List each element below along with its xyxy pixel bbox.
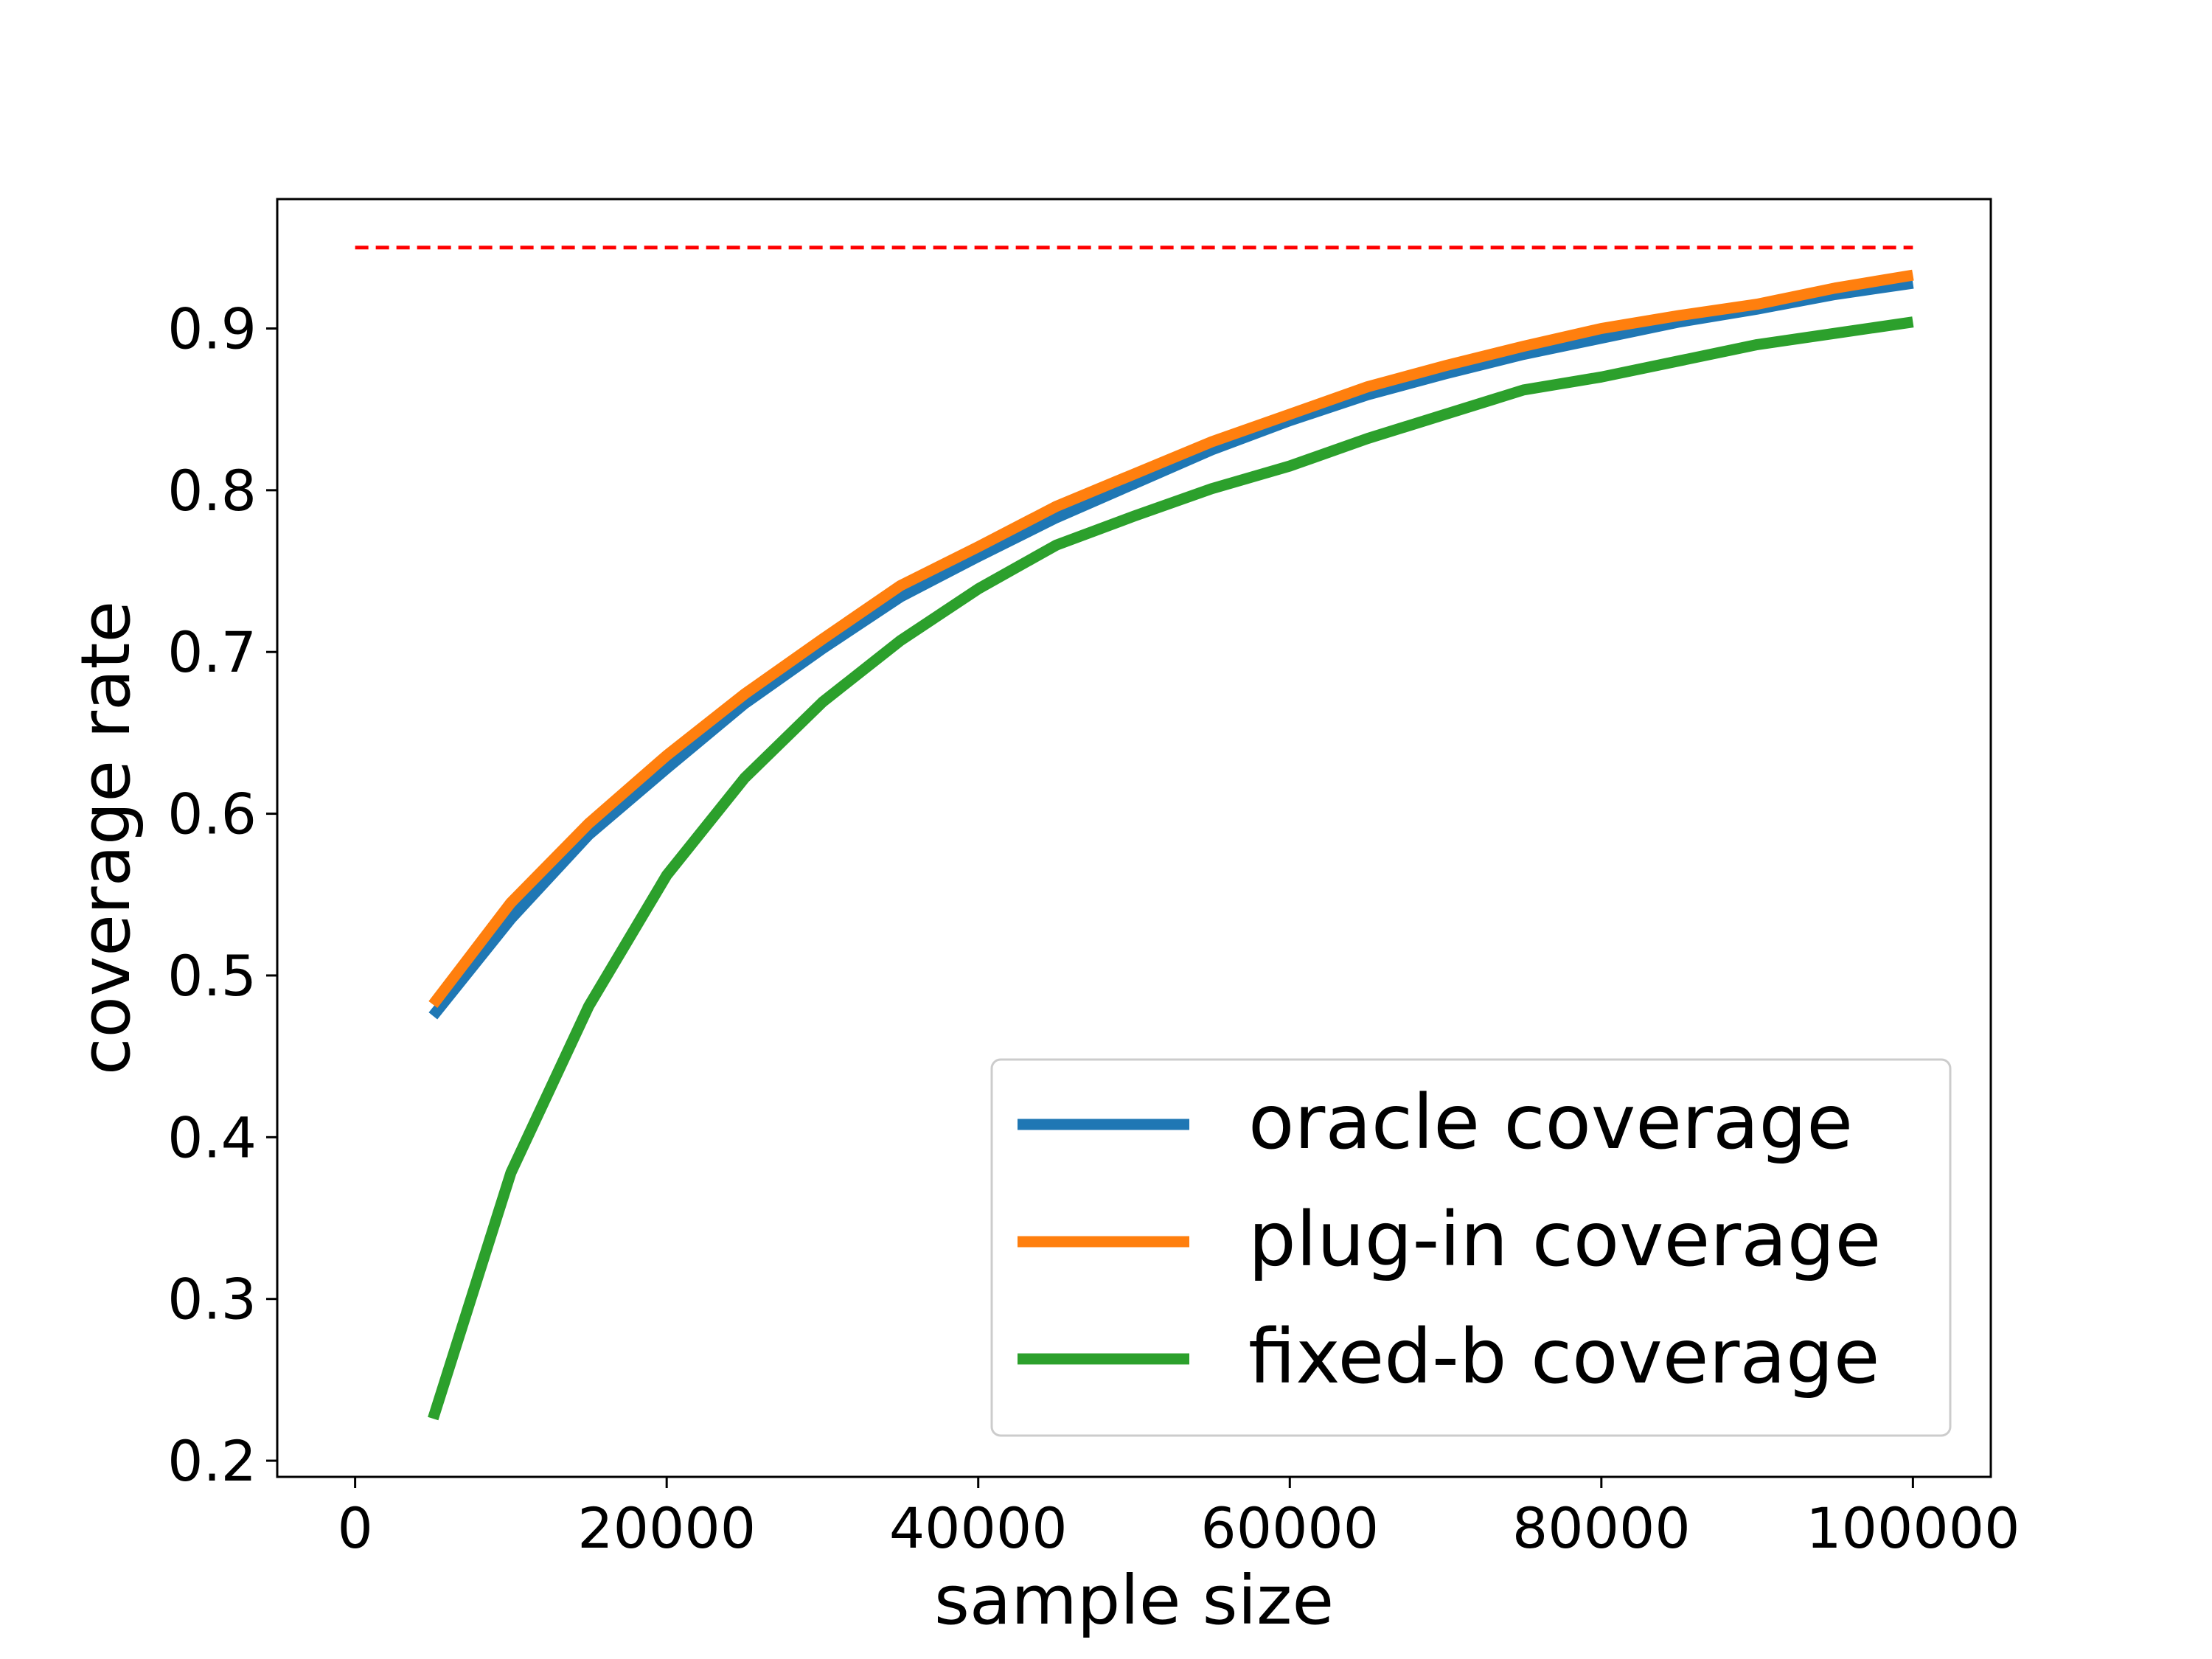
plot-lines — [355, 246, 1914, 1421]
legend-label-2: plug-in coverage — [1248, 1196, 1881, 1284]
y-tick-label: 0.8 — [167, 458, 257, 524]
legend-label-1: oracle coverage — [1248, 1079, 1853, 1166]
x-tick-label: 100000 — [1806, 1495, 2020, 1561]
y-tick-label: 0.4 — [167, 1105, 257, 1170]
series-line-2 — [428, 269, 1914, 1008]
y-tick-label: 0.2 — [167, 1428, 257, 1494]
x-tick-label: 60000 — [1200, 1495, 1379, 1561]
y-tick-label: 0.5 — [167, 943, 257, 1009]
y-axis-ticks: 0.2 0.3 0.4 0.5 0.6 0.7 0.8 0.9 — [167, 296, 277, 1494]
legend-box — [990, 1058, 1952, 1437]
legend-label-3: fixed-b coverage — [1248, 1313, 1880, 1401]
series-line-1 — [428, 277, 1914, 1020]
x-tick-label: 0 — [337, 1495, 372, 1561]
x-tick-label: 20000 — [577, 1495, 756, 1561]
y-tick-label: 0.7 — [167, 619, 257, 685]
legend: oracle coverage plug-in coverage fixed-b c… — [990, 1058, 1952, 1437]
y-tick-label: 0.6 — [167, 782, 257, 847]
x-tick-label: 80000 — [1512, 1495, 1691, 1561]
y-tick-label: 0.3 — [167, 1267, 257, 1332]
x-axis-ticks: 0 20000 40000 60000 80000 100000 — [337, 1477, 2020, 1561]
x-axis-label: sample size — [934, 1561, 1334, 1640]
x-tick-label: 40000 — [889, 1495, 1068, 1561]
axes-frame — [276, 198, 1992, 1478]
y-axis-label: coverage rate — [66, 601, 145, 1075]
series-line-3 — [428, 316, 1914, 1421]
y-tick-label: 0.9 — [167, 296, 257, 361]
